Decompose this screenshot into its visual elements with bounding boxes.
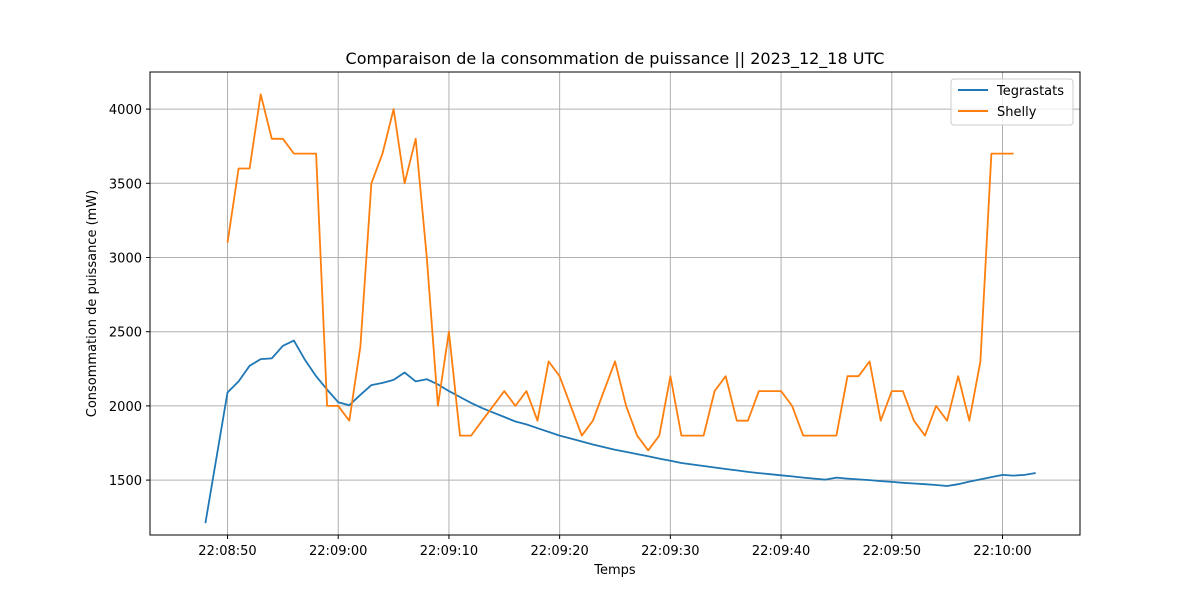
x-tick-label: 22:09:20: [530, 544, 588, 559]
y-tick-label: 2500: [109, 326, 142, 341]
legend: Tegrastats Shelly: [950, 78, 1074, 126]
series-line-tegrastats: [204, 339, 1036, 524]
y-tick-label: 3500: [109, 177, 142, 192]
x-tick-label: 22:08:50: [198, 544, 256, 559]
legend-label-shelly: Shelly: [997, 105, 1037, 120]
y-axis-label: Consommation de puissance (mW): [85, 190, 100, 418]
y-tick-label: 1500: [109, 474, 142, 489]
y-tick-label: 4000: [109, 103, 142, 118]
x-tick-label: 22:09:10: [420, 544, 478, 559]
grid-lines: [150, 72, 1080, 535]
x-tick-label: 22:09:00: [309, 544, 367, 559]
plot-area-frame: [149, 71, 1081, 536]
chart-title: Comparaison de la consommation de puissa…: [346, 49, 885, 69]
x-tick-label: 22:09:40: [752, 544, 810, 559]
x-tick-label: 22:10:00: [973, 544, 1031, 559]
x-axis-label: Temps: [593, 563, 636, 578]
x-axis-ticks: 22:08:50 22:09:00 22:09:10 22:09:20 22:09:30…: [198, 535, 1032, 559]
y-tick-label: 3000: [109, 251, 142, 266]
x-tick-label: 22:09:50: [863, 544, 921, 559]
series-lines: [204, 93, 1036, 524]
y-axis-ticks: 1500 2000 2500 3000 3500 4000: [109, 103, 150, 489]
legend-label-tegrastats: Tegrastats: [996, 84, 1064, 99]
y-tick-label: 2000: [109, 400, 142, 415]
series-line-shelly: [226, 93, 1014, 452]
x-tick-label: 22:09:30: [641, 544, 699, 559]
